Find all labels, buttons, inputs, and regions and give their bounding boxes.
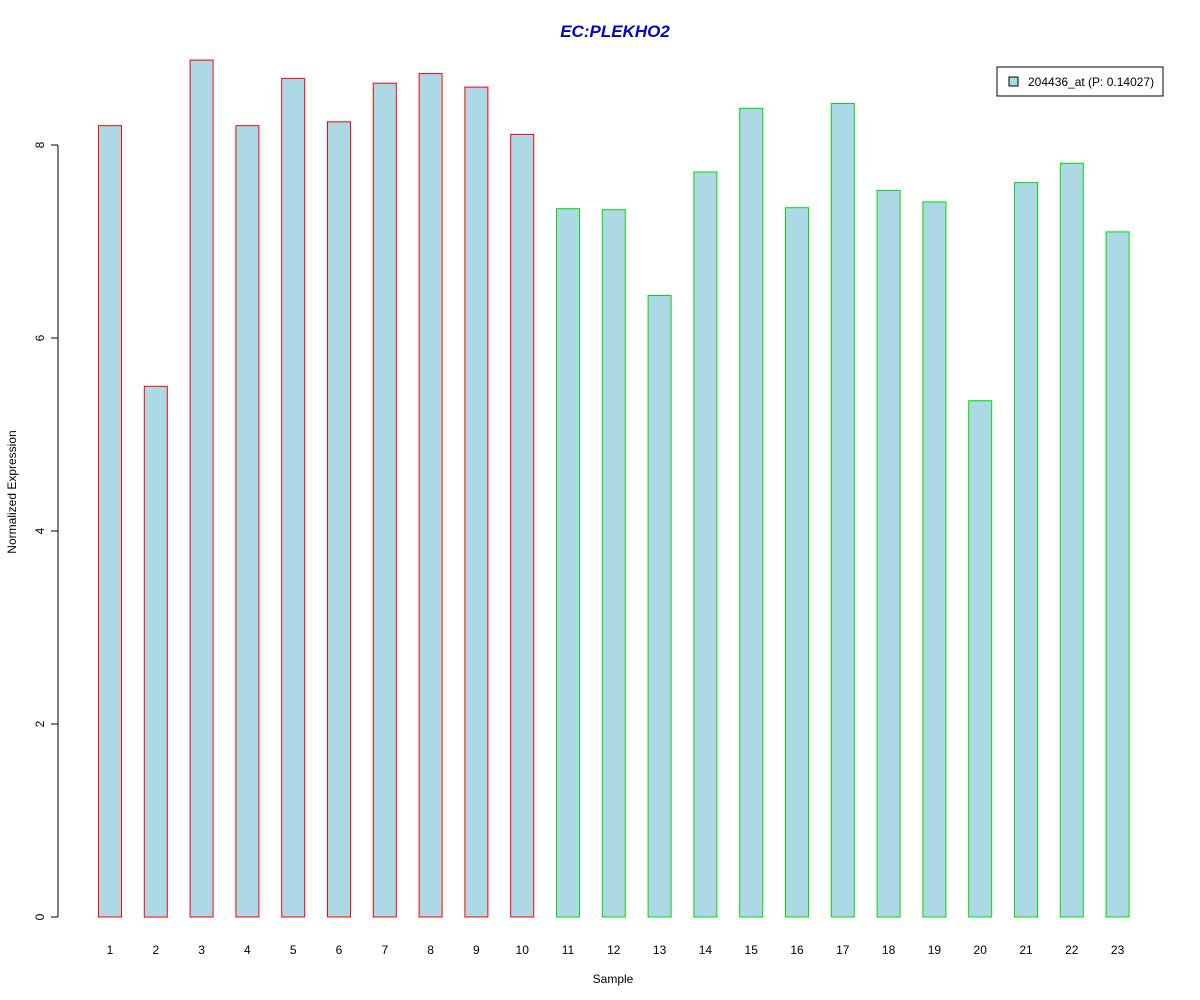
x-tick-label-18: 18 [882,943,896,957]
bars-group [98,59,1130,918]
x-tick-label-6: 6 [336,943,343,957]
bar-sample-7 [372,82,397,918]
x-tick-label-23: 23 [1111,943,1125,957]
x-tick-label-12: 12 [607,943,621,957]
bar-sample-15 [739,107,764,918]
x-tick-label-1: 1 [107,943,114,957]
x-tick-label-4: 4 [244,943,251,957]
bar-sample-4 [235,125,260,918]
bar-sample-9 [464,86,489,918]
x-tick-label-8: 8 [427,943,434,957]
bar-sample-22 [1059,162,1084,918]
legend: 204436_at (P: 0.14027) [996,66,1164,97]
y-tick-label: 4 [33,527,47,534]
x-tick-label-10: 10 [516,943,530,957]
bar-sample-20 [968,400,993,918]
x-tick-label-20: 20 [974,943,988,957]
x-tick-labels: 1 2 3 4 5 6 7 8 9 10 11 12 13 14 15 16 17 18 19 20 21 22 23 [107,943,1125,957]
y-tick-label: 8 [33,141,47,148]
bar-sample-1 [98,125,122,918]
x-tick-label-3: 3 [198,943,205,957]
bar-sample-6 [327,121,351,918]
y-axis: 0 2 4 6 8 [33,141,59,920]
x-tick-label-9: 9 [473,943,480,957]
bar-sample-18 [876,189,901,918]
x-tick-label-17: 17 [836,943,850,957]
x-tick-label-13: 13 [653,943,667,957]
bar-sample-2 [143,385,168,918]
x-tick-label-14: 14 [699,943,713,957]
x-tick-label-7: 7 [381,943,388,957]
y-tick-label: 2 [33,720,47,727]
bar-sample-5 [281,77,306,918]
x-tick-label-22: 22 [1065,943,1079,957]
x-tick-label-21: 21 [1019,943,1033,957]
bar-sample-12 [601,209,626,918]
bar-sample-13 [647,295,672,918]
y-tick-label: 6 [33,334,47,341]
y-axis-label: Normalized Expression [5,430,19,553]
x-tick-label-2: 2 [152,943,159,957]
x-tick-label-15: 15 [745,943,759,957]
x-tick-label-19: 19 [928,943,942,957]
bar-sample-19 [922,201,947,918]
bar-sample-17 [830,103,855,918]
x-tick-label-5: 5 [290,943,297,957]
bar-sample-10 [510,133,535,918]
bar-sample-3 [189,59,214,918]
legend-box [996,66,1164,97]
legend-swatch [1008,76,1019,87]
x-tick-label-16: 16 [790,943,804,957]
x-tick-label-11: 11 [562,943,575,957]
chart-title: EC:PLEKHO2 [560,22,670,41]
bar-sample-8 [418,73,443,918]
bar-sample-16 [785,207,809,918]
x-axis-label: Sample [593,972,634,986]
bar-sample-11 [556,208,580,918]
bar-sample-23 [1105,231,1130,918]
legend-entry: 204436_at (P: 0.14027) [1028,75,1154,89]
bar-sample-21 [1014,182,1038,918]
y-tick-label: 0 [33,913,47,920]
bar-sample-14 [693,171,718,918]
